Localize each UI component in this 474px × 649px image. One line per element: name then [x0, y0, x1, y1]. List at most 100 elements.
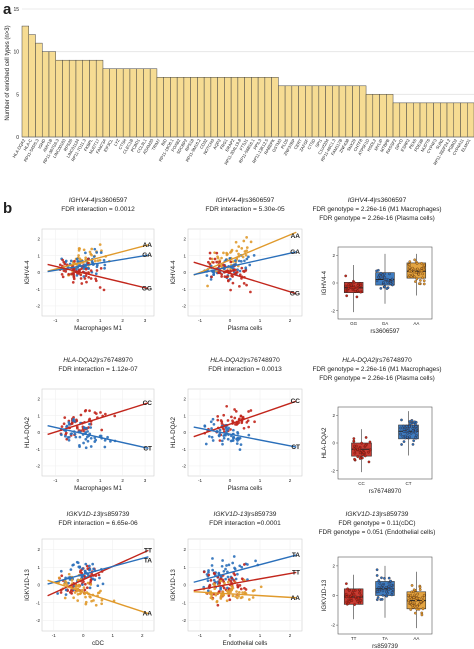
x-tick-label: 1 — [99, 318, 102, 323]
data-point — [245, 420, 249, 424]
data-point — [211, 439, 215, 442]
jitter-point — [386, 278, 390, 282]
plot-subtitle-2: FDR genotype = 0.051 (Endothelial cells) — [319, 529, 436, 536]
data-point — [212, 582, 216, 586]
jitter-point — [414, 611, 417, 615]
data-point — [73, 259, 76, 263]
data-point — [206, 579, 210, 583]
data-point — [100, 598, 104, 602]
box-plot: IGKV1D-13|rs859739 FDR genotype = 0.11(cD… — [319, 511, 436, 649]
data-point — [235, 590, 238, 593]
data-point — [253, 588, 256, 592]
data-point — [222, 569, 226, 573]
data-point — [70, 272, 73, 276]
jitter-point — [391, 283, 394, 287]
data-point — [235, 249, 239, 253]
data-point — [104, 412, 107, 416]
data-point — [65, 424, 69, 428]
jitter-point — [364, 436, 368, 439]
data-point — [89, 269, 93, 272]
x-tick-label: 2 — [289, 478, 292, 483]
x-tick-label: SPI1 — [314, 137, 323, 148]
data-point — [210, 275, 213, 279]
y-tick-label: 0 — [37, 583, 40, 588]
data-point — [62, 260, 66, 264]
data-point — [82, 248, 86, 252]
data-point — [86, 581, 90, 585]
data-point — [75, 560, 79, 564]
data-point — [81, 583, 84, 587]
x-tick-label: -1 — [198, 318, 202, 323]
plot-subtitle: FDR interaction = 5.30e-05 — [205, 206, 285, 213]
plot-title: IGHV4-4|rs3606597 — [348, 197, 407, 204]
y-tick-label: 0 — [183, 430, 186, 435]
plot-subtitle: FDR interaction = 6.65e-06 — [58, 520, 138, 527]
jitter-point — [385, 287, 389, 290]
bar — [217, 77, 225, 138]
data-point — [75, 419, 79, 423]
jitter-point — [411, 266, 415, 270]
jitter-point — [353, 289, 357, 293]
jitter-point — [357, 588, 361, 592]
data-point — [242, 270, 246, 273]
genotype-label: GA — [142, 252, 152, 259]
jitter-point — [358, 457, 362, 460]
genotype-label: AA — [291, 233, 301, 240]
jitter-point — [414, 280, 417, 283]
data-point — [74, 435, 78, 439]
jitter-point — [379, 275, 383, 279]
bar — [230, 77, 239, 138]
bar — [278, 85, 286, 138]
y-tick-label: -2 — [331, 623, 335, 628]
data-point — [208, 257, 212, 260]
bar — [298, 85, 306, 138]
data-point — [77, 260, 80, 263]
data-point — [245, 236, 248, 239]
data-point — [99, 411, 102, 414]
data-point — [57, 576, 61, 580]
data-point — [88, 417, 92, 421]
data-point — [230, 585, 234, 588]
data-point — [220, 420, 224, 423]
data-point — [97, 573, 101, 577]
jitter-point — [375, 568, 379, 572]
jitter-point — [368, 440, 372, 444]
data-point — [212, 578, 216, 582]
bar — [311, 85, 320, 138]
data-point — [64, 259, 68, 263]
data-point — [226, 269, 229, 272]
jitter-point — [408, 420, 411, 423]
jitter-point — [422, 263, 426, 267]
data-point — [203, 424, 207, 428]
data-point — [239, 443, 243, 446]
jitter-point — [389, 282, 393, 285]
jitter-point — [401, 424, 405, 428]
x-tick-label: TRIM7 — [151, 137, 162, 151]
jitter-point — [401, 435, 405, 438]
y-tick-label: 2 — [332, 413, 335, 418]
data-point — [82, 267, 86, 271]
jitter-point — [353, 457, 356, 461]
jitter-point — [359, 283, 363, 287]
bar — [257, 77, 266, 138]
x-tick-label: RPS26 — [62, 137, 73, 152]
data-point — [88, 409, 91, 413]
jitter-point — [414, 425, 418, 428]
data-point — [227, 426, 230, 430]
bar — [359, 85, 367, 138]
data-point — [215, 260, 218, 264]
data-point — [219, 593, 223, 597]
data-point — [221, 442, 224, 446]
data-point — [240, 266, 244, 270]
bar — [244, 77, 252, 138]
data-point — [226, 278, 230, 282]
bar — [28, 34, 36, 138]
y-tick-label: 0 — [332, 441, 335, 446]
bar — [460, 102, 468, 138]
y-tick-label: 1 — [183, 565, 186, 570]
bar — [284, 85, 293, 138]
data-point — [216, 418, 220, 422]
data-point — [224, 433, 227, 437]
x-axis-label: Plasma cells — [228, 485, 263, 492]
genotype-label: GG — [142, 286, 152, 293]
